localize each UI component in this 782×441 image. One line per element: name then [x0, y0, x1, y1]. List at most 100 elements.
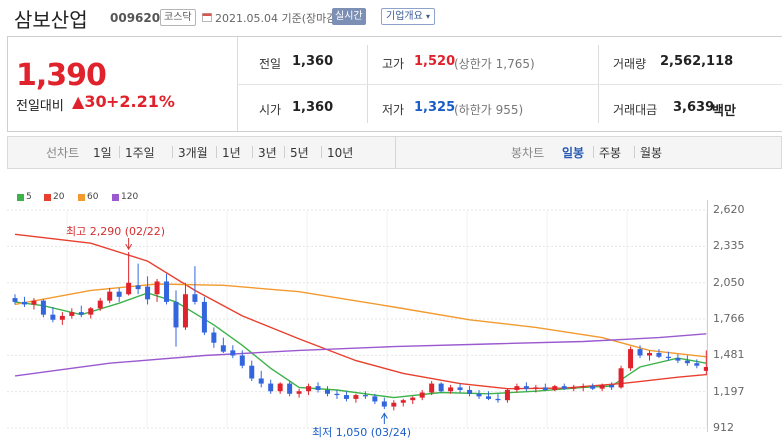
y-tick-label: 2,050: [713, 275, 745, 289]
candle-period-item[interactable]: 일봉: [562, 146, 585, 160]
candle-body: [514, 386, 520, 390]
candle-body: [675, 358, 681, 361]
legend-swatch: [78, 194, 85, 201]
candle-body: [599, 384, 605, 389]
low-arrow-head: [380, 412, 388, 419]
open-label: 시가: [259, 103, 282, 117]
period-item[interactable]: 1일: [93, 146, 112, 160]
y-tick-label: 2,620: [713, 203, 745, 216]
candle-body: [31, 300, 37, 305]
prev-close-label: 전일: [259, 57, 282, 71]
legend-swatch: [44, 194, 51, 201]
candle-body: [419, 392, 425, 398]
candle-body: [571, 387, 577, 389]
prev-close-value: 1,360: [292, 54, 334, 69]
volume-value: 2,562,118: [660, 54, 734, 69]
candlestick-chart: [7, 200, 708, 432]
candle-body: [448, 387, 454, 392]
y-tick-label: 1,197: [713, 384, 745, 398]
candle-body: [391, 402, 397, 407]
legend-label: 60: [87, 192, 99, 202]
candle-body: [249, 365, 255, 379]
candle-body: [343, 395, 349, 399]
period-separator: [119, 146, 120, 158]
candle-body: [637, 349, 643, 356]
high-annotation: 최고 2,290 (02/22): [66, 225, 166, 238]
candle-chart-label: 봉차트: [511, 146, 545, 160]
legend-label: 20: [53, 192, 65, 202]
legend-label: 5: [26, 192, 32, 202]
candle-body: [211, 332, 217, 343]
candle-body: [542, 387, 548, 390]
period-item[interactable]: 1주일: [125, 146, 155, 160]
candle-body: [296, 391, 302, 394]
candle-body: [552, 386, 558, 390]
candle-body: [590, 386, 596, 389]
candle-body: [334, 393, 340, 396]
candle-body: [50, 314, 56, 320]
candle-body: [135, 285, 141, 290]
period-separator: [634, 146, 635, 158]
candle-body: [325, 389, 331, 394]
change-label: 전일대비: [16, 99, 64, 114]
candle-body: [476, 393, 482, 397]
up-triangle-icon: ▲: [72, 92, 85, 111]
candle-body: [400, 400, 406, 403]
period-separator: [172, 146, 173, 158]
change-percent: +2.21%: [106, 92, 175, 111]
low-label: 저가: [382, 103, 405, 117]
stock-code: 009620: [110, 11, 161, 25]
candle-body: [116, 291, 122, 297]
candle-body: [703, 366, 708, 371]
change-amount: ▲30: [72, 92, 107, 111]
high-arrow-head: [125, 243, 133, 251]
candle-body: [381, 401, 387, 407]
realtime-badge[interactable]: 실시간: [332, 8, 366, 25]
base-date: 2021.05.04 기준(장마감): [215, 12, 341, 25]
change-amount-value: 30: [84, 92, 107, 111]
candle-body: [410, 397, 416, 401]
candle-body: [154, 281, 160, 295]
candle-period-item[interactable]: 주봉: [599, 146, 622, 160]
candle-body: [268, 383, 274, 392]
candle-body: [173, 301, 179, 328]
amount-unit: 백만: [712, 104, 736, 119]
period-item[interactable]: 1년: [222, 146, 241, 160]
candle-body: [287, 383, 293, 394]
company-info-button[interactable]: 기업개요 ▾: [381, 8, 436, 25]
candle-body: [628, 349, 634, 369]
moving-average-ma5: [14, 292, 707, 399]
candle-body: [201, 301, 207, 333]
candle-body: [684, 360, 690, 364]
lower-limit: (하한가 955): [454, 103, 524, 117]
candle-body: [107, 291, 113, 301]
candle-body: [40, 300, 46, 315]
period-item[interactable]: 3개월: [178, 146, 208, 160]
period-item[interactable]: 3년: [258, 146, 277, 160]
period-item[interactable]: 10년: [327, 146, 354, 160]
candle-period-item[interactable]: 월봉: [640, 146, 663, 160]
y-tick-label: 2,335: [713, 239, 745, 253]
candle-body: [523, 386, 529, 389]
moving-average-ma20: [14, 233, 707, 390]
period-item[interactable]: 5년: [290, 146, 309, 160]
candle-body: [438, 383, 444, 392]
y-tick-label: 1,766: [713, 312, 745, 325]
current-price: 1,390: [16, 58, 107, 93]
candle-body: [656, 352, 662, 357]
candle-body: [126, 282, 132, 295]
period-separator: [284, 146, 285, 158]
candle-body: [97, 300, 103, 309]
open-value: 1,360: [292, 100, 334, 115]
candle-body: [145, 286, 151, 300]
candle-body: [353, 395, 359, 399]
legend-label: 120: [121, 192, 139, 202]
legend-swatch: [17, 194, 24, 201]
period-separator: [321, 146, 322, 158]
volume-label: 거래량: [613, 57, 647, 71]
calendar-icon: [202, 13, 212, 22]
candle-body: [88, 308, 94, 315]
candle-body: [495, 398, 501, 401]
candle-body: [69, 312, 75, 316]
period-bar: [7, 136, 782, 169]
